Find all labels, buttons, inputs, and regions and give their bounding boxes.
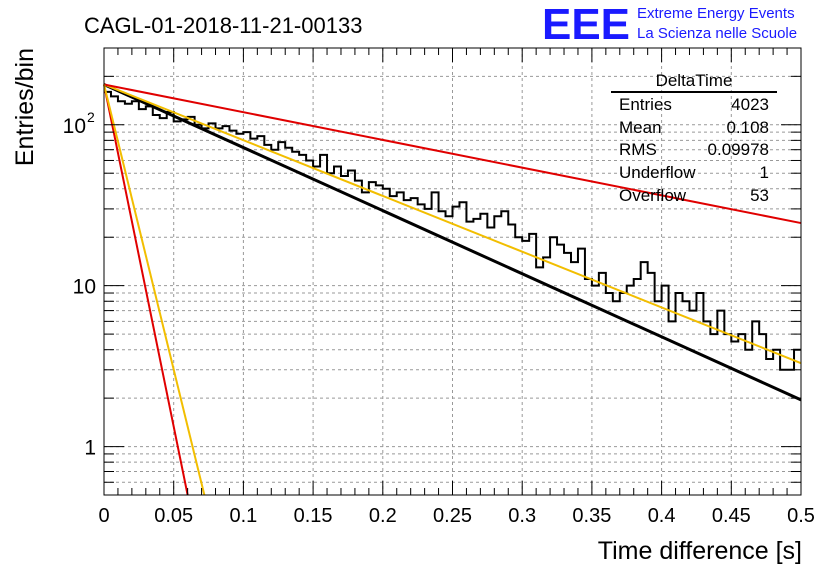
x-tick-label: 0.05 <box>154 505 193 527</box>
eee-logo-line1: Extreme Energy Events <box>637 5 795 22</box>
stats-label-entries: Entries <box>619 95 672 114</box>
eee-logo: EEE Extreme Energy Events La Scienza nel… <box>542 0 797 49</box>
x-axis-label: Time difference [s] <box>598 537 802 565</box>
stats-value-overflow: 53 <box>750 186 769 205</box>
plot-layer <box>103 83 802 496</box>
y-tick-label: 1 <box>84 437 96 460</box>
x-tick-label: 0.25 <box>433 505 472 527</box>
fit-line-3 <box>103 84 189 496</box>
stats-value-entries: 4023 <box>731 95 769 114</box>
x-tick-label: 0.5 <box>787 505 815 527</box>
y-tick-label: 10 <box>63 115 86 138</box>
histogram-line <box>104 90 801 371</box>
fit-line-1 <box>103 83 802 365</box>
stats-label-mean: Mean <box>619 118 662 137</box>
x-tick-label: 0.3 <box>508 505 536 527</box>
x-tick-label: 0 <box>98 505 109 527</box>
stats-label-overflow: Overflow <box>619 186 687 205</box>
x-tick-label: 0.15 <box>294 505 333 527</box>
eee-logo-mark: EEE <box>542 0 630 49</box>
x-tick-label: 0.35 <box>572 505 611 527</box>
y-tick-label: 10 <box>73 276 96 299</box>
y-tick-exponent: 2 <box>87 109 95 125</box>
x-tick-label: 0.4 <box>648 505 676 527</box>
stats-box: DeltaTime Entries 4023 Mean 0.108 RMS 0.… <box>611 71 777 205</box>
eee-logo-line2: La Scienza nelle Scuole <box>637 25 797 42</box>
stats-value-mean: 0.108 <box>726 118 769 137</box>
axis-ticks <box>103 47 802 496</box>
stats-label-rms: RMS <box>619 140 657 159</box>
run-title: CAGL-01-2018-11-21-00133 <box>84 13 362 38</box>
y-axis-label: Entries/bin <box>11 48 39 166</box>
fit-line-4 <box>103 84 206 496</box>
stats-value-underflow: 1 <box>760 163 769 182</box>
stats-value-rms: 0.09978 <box>708 140 769 159</box>
stats-title: DeltaTime <box>656 71 733 90</box>
fit-line-0 <box>103 83 802 402</box>
fit-line-2 <box>103 83 802 225</box>
x-tick-label: 0.2 <box>369 505 397 527</box>
tick-labels: 0 0.05 0.1 0.15 0.2 0.25 0.3 0.35 0.4 0.45 0.5 1 10 1… <box>63 109 815 527</box>
x-tick-label: 0.1 <box>229 505 257 527</box>
x-tick-label: 0.45 <box>712 505 751 527</box>
stats-label-underflow: Underflow <box>619 163 696 182</box>
